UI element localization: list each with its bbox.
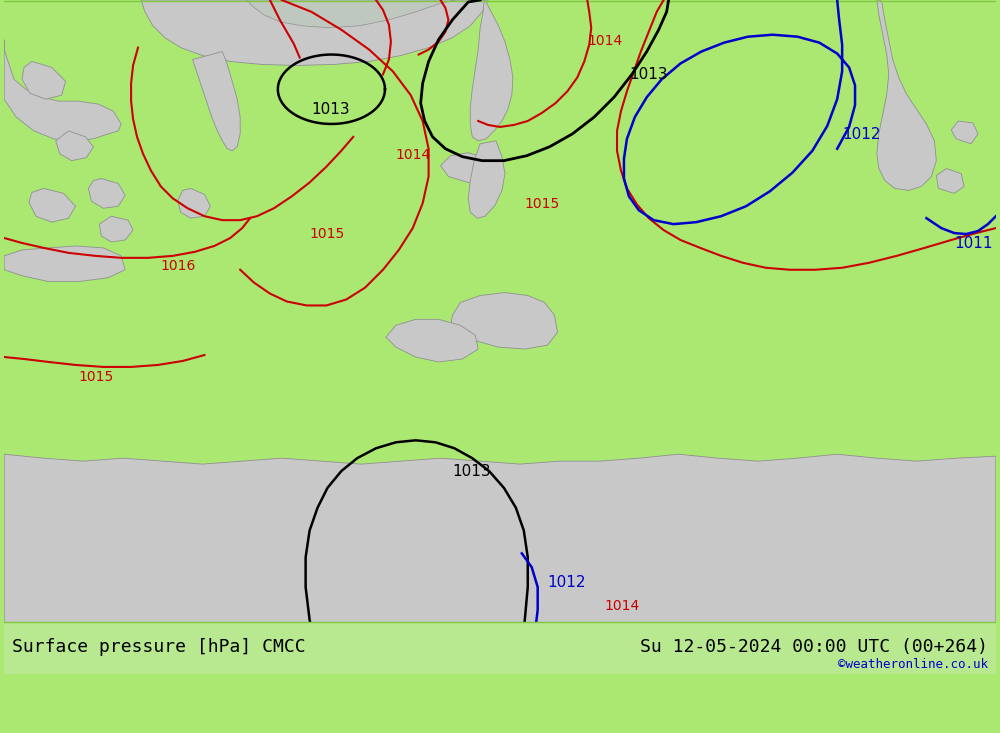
Polygon shape — [470, 0, 513, 141]
Polygon shape — [178, 188, 210, 218]
Polygon shape — [468, 141, 505, 218]
Text: 1013: 1013 — [312, 102, 350, 117]
Bar — [4, 622, 996, 674]
Text: 1014: 1014 — [604, 599, 639, 613]
Polygon shape — [440, 152, 492, 183]
Text: 1012: 1012 — [548, 575, 586, 590]
Polygon shape — [99, 216, 133, 242]
Text: 1014: 1014 — [396, 147, 431, 162]
Polygon shape — [450, 292, 558, 349]
Polygon shape — [141, 0, 488, 65]
Text: Su 12-05-2024 00:00 UTC (00+264): Su 12-05-2024 00:00 UTC (00+264) — [640, 638, 988, 655]
Polygon shape — [4, 454, 996, 674]
Polygon shape — [4, 246, 125, 281]
Text: 1014: 1014 — [587, 34, 623, 48]
Polygon shape — [29, 188, 76, 222]
Text: ©weatheronline.co.uk: ©weatheronline.co.uk — [838, 658, 988, 671]
Polygon shape — [247, 0, 455, 28]
Polygon shape — [193, 51, 240, 151]
Polygon shape — [56, 131, 93, 161]
Polygon shape — [877, 0, 936, 191]
Polygon shape — [386, 320, 478, 362]
Text: 1015: 1015 — [525, 197, 560, 211]
Text: Surface pressure [hPa] CMCC: Surface pressure [hPa] CMCC — [12, 638, 306, 655]
Text: 1011: 1011 — [954, 236, 993, 251]
Polygon shape — [936, 169, 964, 194]
Text: 1013: 1013 — [452, 464, 491, 479]
Text: 1015: 1015 — [79, 370, 114, 384]
Text: 1012: 1012 — [842, 127, 881, 142]
Text: 1016: 1016 — [161, 259, 196, 273]
Polygon shape — [88, 179, 125, 208]
Text: 1013: 1013 — [629, 67, 668, 82]
Text: 1015: 1015 — [310, 227, 345, 241]
Polygon shape — [4, 40, 121, 141]
Polygon shape — [22, 62, 66, 99]
Polygon shape — [951, 121, 978, 144]
